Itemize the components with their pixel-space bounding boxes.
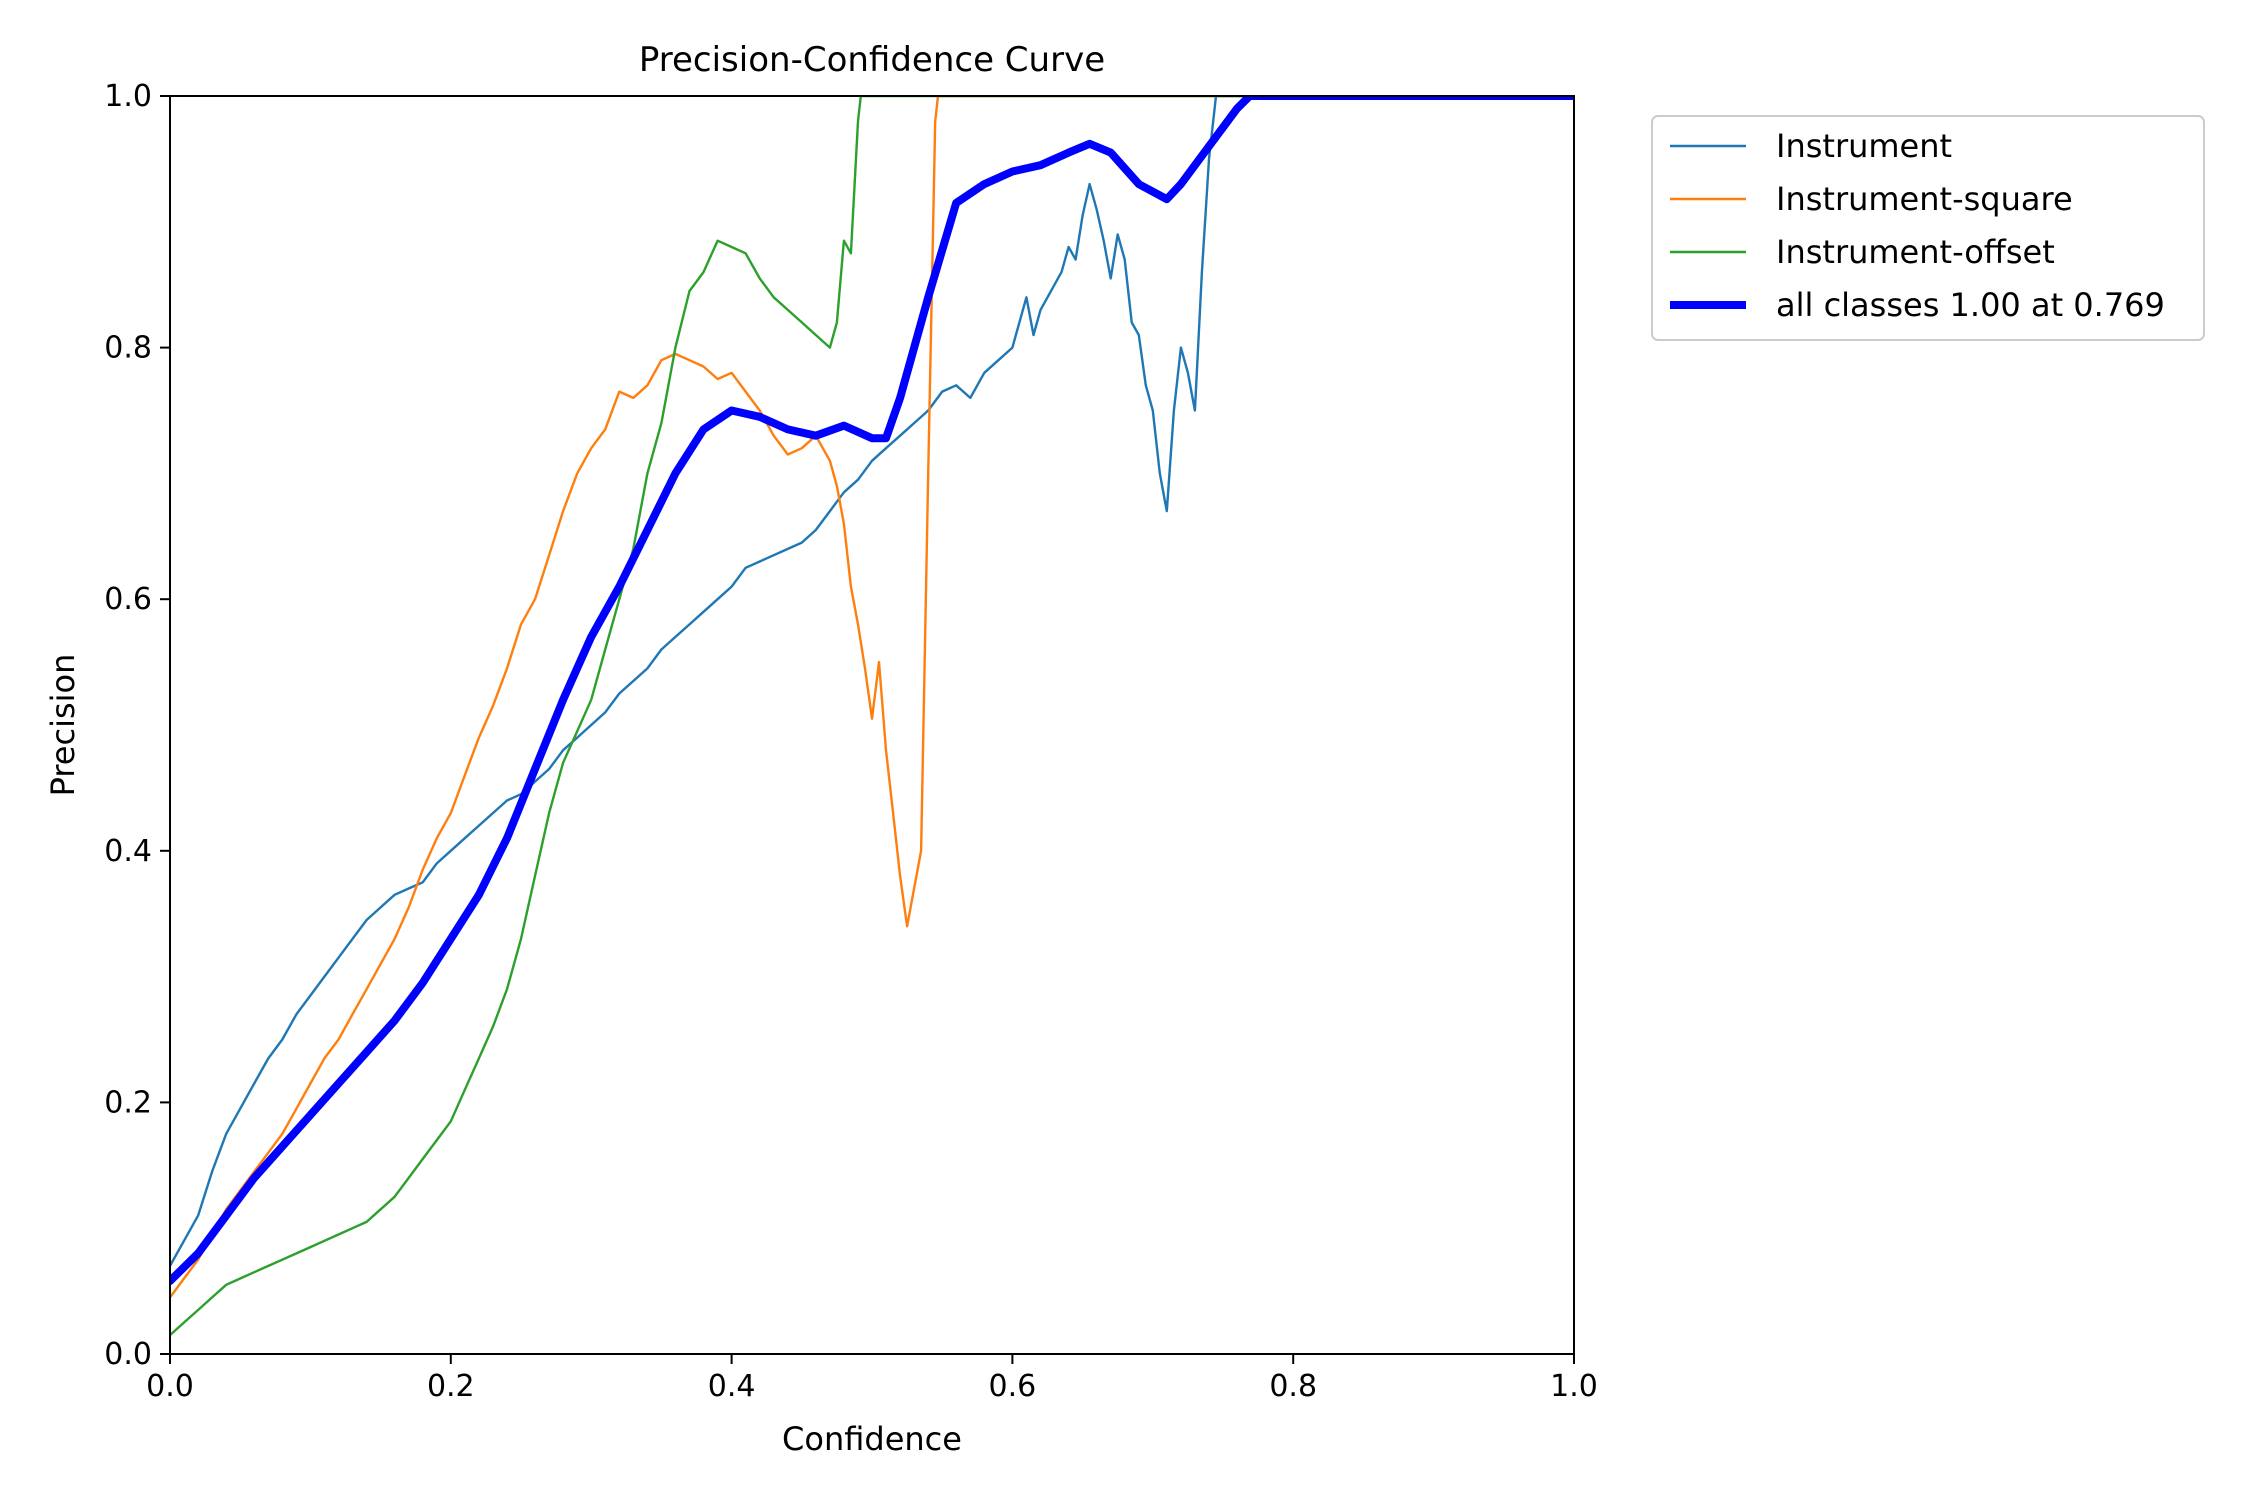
series-line-0 [170, 96, 1574, 1268]
series-line-1 [170, 96, 1574, 1299]
y-tick-label: 0.4 [104, 834, 152, 869]
x-tick-label: 0.8 [1269, 1369, 1317, 1404]
legend: Instrument Instrument-square Instrument-of… [1651, 115, 2205, 341]
legend-label-3: all classes 1.00 at 0.769 [1776, 286, 2165, 324]
legend-label-2: Instrument-offset [1776, 233, 2055, 271]
y-tick-label: 0.8 [104, 331, 152, 366]
y-tick-label: 0.2 [104, 1085, 152, 1120]
series-line-2 [170, 96, 1574, 1337]
y-tick-label: 1.0 [104, 79, 152, 114]
x-axis-label: Confidence [782, 1420, 962, 1458]
legend-label-0: Instrument [1776, 127, 1952, 165]
x-tick-label: 0.2 [427, 1369, 475, 1404]
legend-label-1: Instrument-square [1776, 180, 2073, 218]
plot-frame [169, 95, 1575, 1355]
series-layer [170, 96, 1574, 1337]
x-axis: 0.0 0.2 0.4 0.6 0.8 1.0 [146, 1354, 1598, 1404]
chart-title: Precision-Confidence Curve [639, 40, 1105, 80]
y-axis-label: Precision [44, 654, 82, 797]
x-tick-label: 0.4 [708, 1369, 756, 1404]
y-tick-label: 0.6 [104, 582, 152, 617]
y-axis: 0.0 0.2 0.4 0.6 0.8 1.0 [104, 79, 170, 1372]
x-tick-label: 0.0 [146, 1369, 194, 1404]
x-tick-label: 1.0 [1550, 1369, 1598, 1404]
y-tick-label: 0.0 [104, 1337, 152, 1372]
legend-box [1651, 115, 2205, 341]
x-tick-label: 0.6 [989, 1369, 1037, 1404]
series-line-3 [170, 96, 1574, 1285]
